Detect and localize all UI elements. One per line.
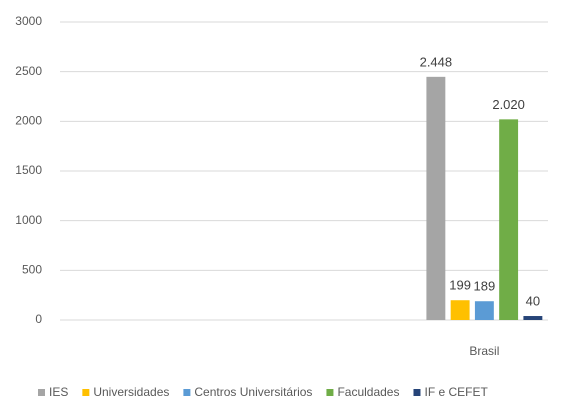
value-label: 2.448 <box>420 54 453 69</box>
bar <box>426 76 446 320</box>
legend-swatch <box>326 389 334 396</box>
value-label: 40 <box>526 293 540 308</box>
y-tick-label: 500 <box>22 263 42 277</box>
bar <box>499 119 519 320</box>
legend-label: Universidades <box>93 385 169 399</box>
y-tick-label: 0 <box>35 312 42 326</box>
legend-label: Centros Universitários <box>194 385 312 399</box>
bar <box>450 300 470 320</box>
bar <box>523 316 543 320</box>
value-label: 189 <box>474 279 496 294</box>
y-tick-label: 2000 <box>15 114 42 128</box>
legend-label: IES <box>49 385 68 399</box>
legend-swatch <box>38 389 45 396</box>
value-label: 199 <box>449 278 471 293</box>
legend-label: IF e CEFET <box>424 385 488 399</box>
y-tick-label: 2500 <box>15 64 42 78</box>
y-tick-label: 3000 <box>15 14 42 28</box>
y-tick-label: 1000 <box>15 213 42 227</box>
legend-swatch <box>413 389 421 396</box>
legend-swatch <box>183 389 191 396</box>
legend-swatch <box>82 389 90 396</box>
y-tick-label: 1500 <box>15 163 42 177</box>
x-tick-label: Brasil <box>469 344 499 358</box>
bar <box>474 301 494 320</box>
value-label: 2.020 <box>492 97 525 112</box>
legend-label: Faculdades <box>337 385 399 399</box>
